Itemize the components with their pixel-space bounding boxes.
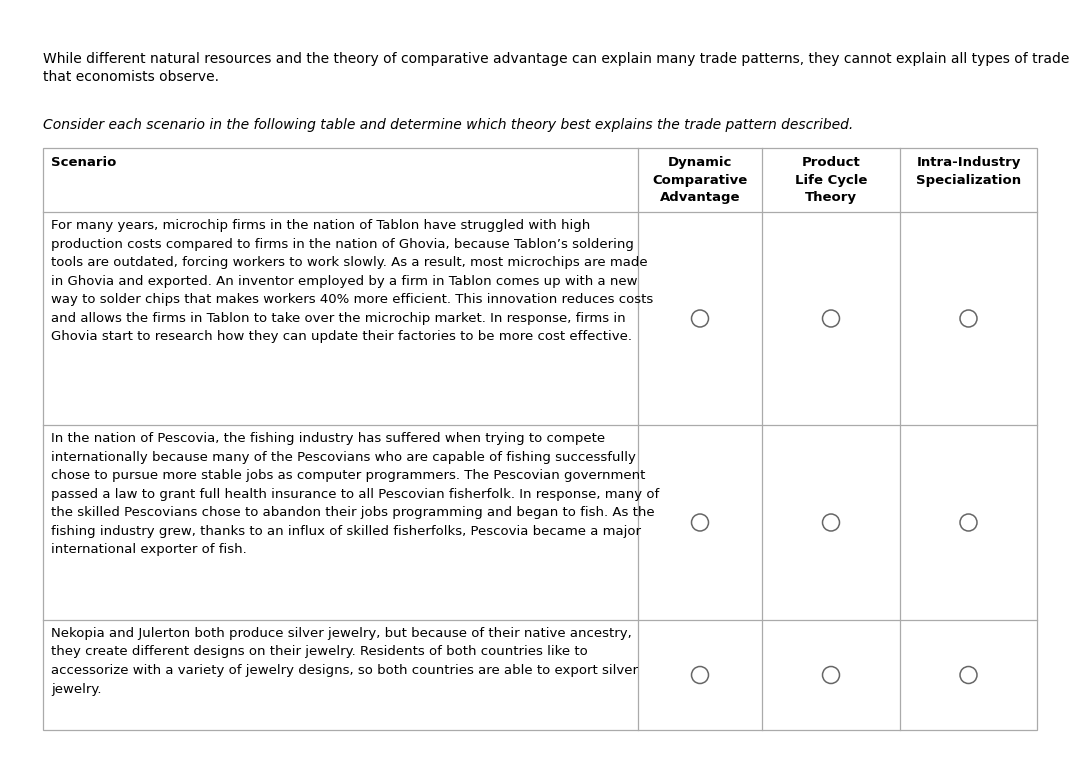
Bar [43, 148, 1037, 730]
Text: Intra-Industry
Specialization: Intra-Industry Specialization [916, 156, 1021, 187]
Text: that economists observe.: that economists observe. [43, 70, 219, 84]
Text: Consider each scenario in the following table and determine which theory best ex: Consider each scenario in the following … [43, 118, 853, 132]
Text: Dynamic
Comparative
Advantage: Dynamic Comparative Advantage [652, 156, 747, 204]
Circle shape [960, 514, 977, 531]
Text: Product
Life Cycle
Theory: Product Life Cycle Theory [795, 156, 867, 204]
Circle shape [691, 310, 708, 327]
Text: For many years, microchip firms in the nation of Tablon have struggled with high: For many years, microchip firms in the n… [51, 219, 653, 343]
Text: Nekopia and Julerton both produce silver jewelry, but because of their native an: Nekopia and Julerton both produce silver… [51, 627, 638, 695]
Circle shape [960, 310, 977, 327]
Text: Scenario: Scenario [51, 156, 117, 169]
Circle shape [823, 666, 839, 683]
Text: In the nation of Pescovia, the fishing industry has suffered when trying to comp: In the nation of Pescovia, the fishing i… [51, 432, 659, 556]
Text: While different natural resources and the theory of comparative advantage can ex: While different natural resources and th… [43, 52, 1069, 66]
Circle shape [691, 514, 708, 531]
Circle shape [823, 514, 839, 531]
Circle shape [823, 310, 839, 327]
Circle shape [691, 666, 708, 683]
Circle shape [960, 666, 977, 683]
